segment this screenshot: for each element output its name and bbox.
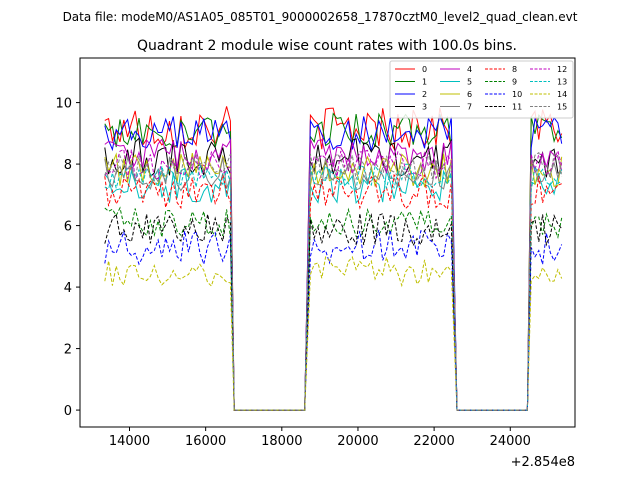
- legend-label-9: 9: [512, 78, 517, 87]
- chart-title: Quadrant 2 module wise count rates with …: [137, 38, 517, 54]
- series-line-14: [104, 255, 563, 411]
- legend-label-4: 4: [467, 65, 472, 74]
- series-layer: [104, 106, 563, 411]
- legend-label-11: 11: [512, 103, 522, 112]
- legend-label-14: 14: [557, 90, 567, 99]
- x-tick-label: 14000: [109, 434, 150, 449]
- legend-label-5: 5: [467, 78, 472, 87]
- series-line-13: [104, 163, 562, 411]
- x-axis: 14000 16000 18000 20000 22000 24000: [109, 427, 531, 449]
- legend-label-15: 15: [557, 103, 567, 112]
- legend-label-3: 3: [422, 103, 427, 112]
- legend-label-0: 0: [422, 65, 427, 74]
- series-line-10: [104, 229, 563, 411]
- y-tick-label: 6: [64, 220, 72, 235]
- series-line-11: [104, 213, 563, 411]
- x-tick-label: 24000: [490, 434, 531, 449]
- series-line-15: [104, 151, 563, 411]
- legend-box: [389, 60, 574, 119]
- x-tick-label: 16000: [185, 434, 226, 449]
- series-line-4: [104, 138, 563, 411]
- y-tick-label: 4: [64, 281, 72, 296]
- legend-label-7: 7: [467, 103, 472, 112]
- series-line-12: [104, 148, 563, 411]
- legend-label-13: 13: [557, 78, 567, 87]
- y-tick-label: 2: [64, 343, 72, 358]
- legend-label-10: 10: [512, 90, 522, 99]
- legend-label-8: 8: [512, 65, 517, 74]
- y-tick-label: 0: [64, 404, 72, 419]
- legend-label-12: 12: [557, 65, 567, 74]
- legend-label-2: 2: [422, 90, 427, 99]
- series-line-8: [104, 173, 562, 411]
- legend-label-6: 6: [467, 90, 472, 99]
- figure-suptitle: Data file: modeM0/AS1A05_085T01_90000026…: [63, 10, 578, 24]
- y-tick-label: 10: [55, 97, 72, 112]
- y-tick-label: 8: [64, 158, 72, 173]
- x-tick-label: 22000: [413, 434, 454, 449]
- series-line-7: [104, 155, 563, 411]
- x-offset-label: +2.854e8: [511, 455, 575, 470]
- series-line-9: [104, 206, 563, 411]
- x-tick-label: 20000: [337, 434, 378, 449]
- legend-label-1: 1: [422, 78, 427, 87]
- series-line-3: [104, 137, 562, 411]
- plot-area-frame: [79, 57, 576, 428]
- x-tick-label: 18000: [261, 434, 302, 449]
- y-axis: 0 2 4 6 8 10: [55, 97, 80, 419]
